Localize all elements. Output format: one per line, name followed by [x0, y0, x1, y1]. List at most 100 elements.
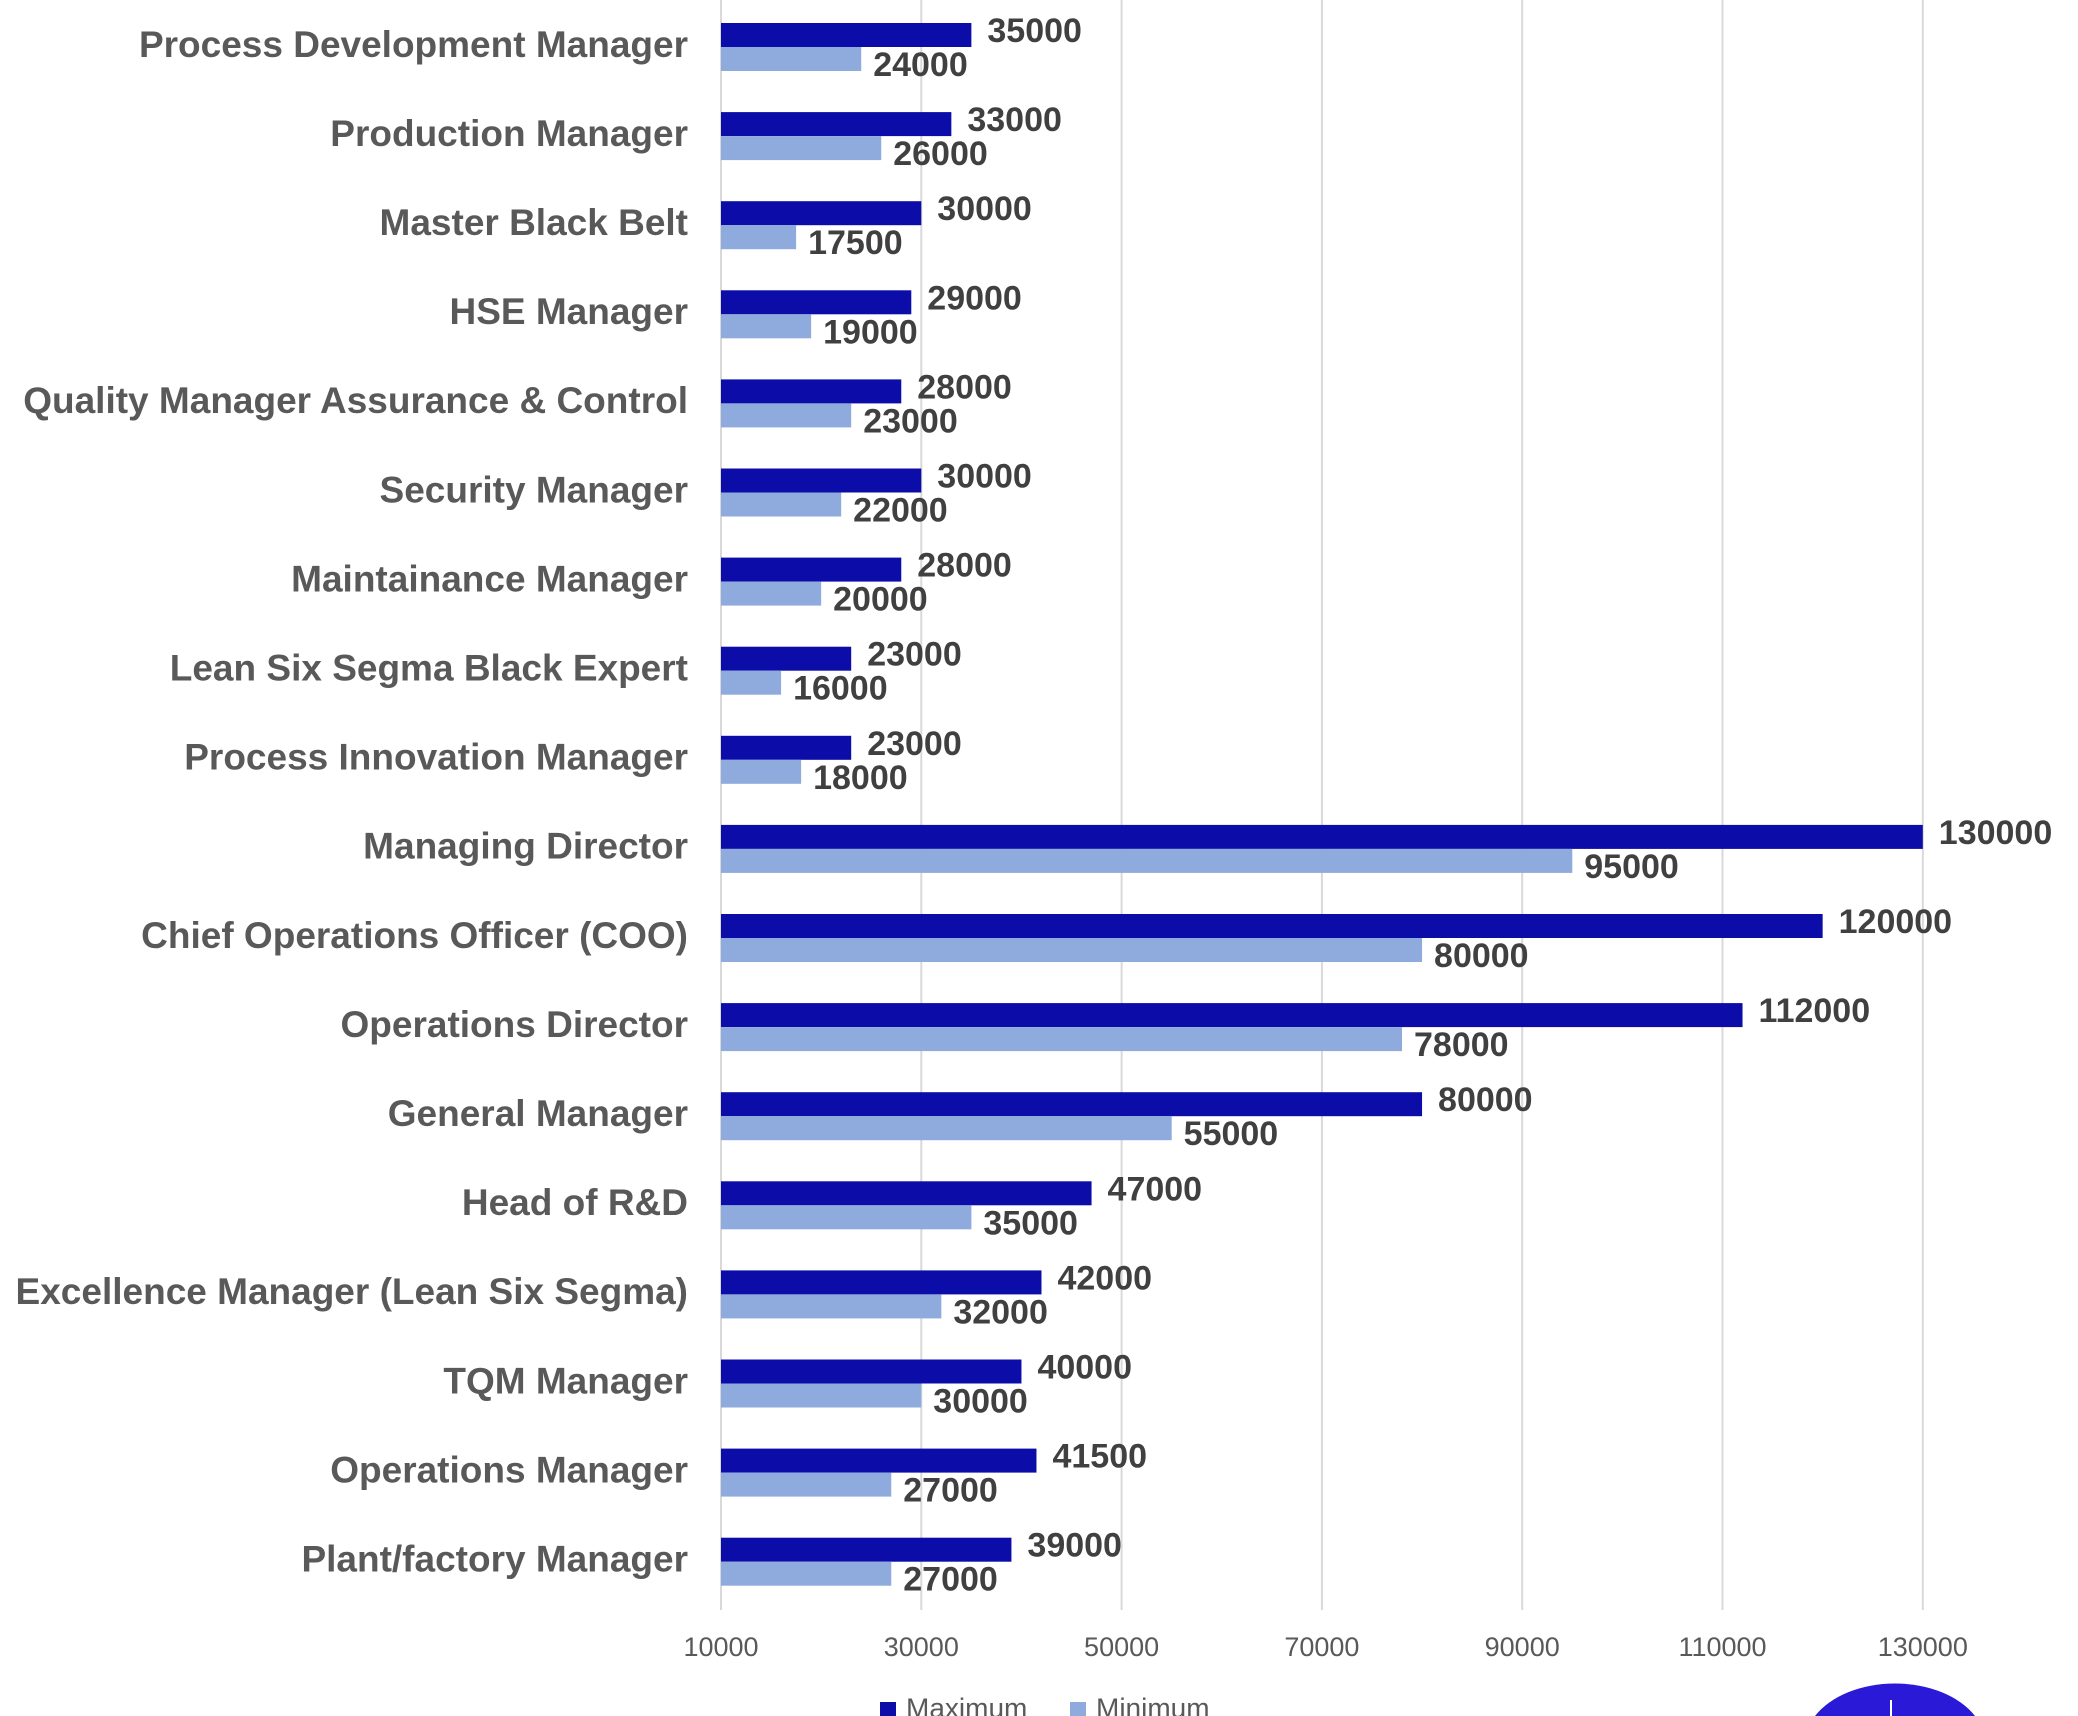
legend-label: Minimum: [1096, 1692, 1210, 1716]
bar: [721, 825, 1923, 849]
legend-swatch: [1070, 1702, 1086, 1716]
value-label: 30000: [937, 457, 1032, 495]
bar: [721, 1116, 1172, 1140]
bar: [721, 112, 951, 136]
category-label: Managing Director: [363, 826, 688, 867]
value-label: 42000: [1057, 1259, 1152, 1297]
value-label: 112000: [1759, 992, 1871, 1030]
value-label: 23000: [867, 636, 962, 674]
category-label: HSE Manager: [449, 291, 688, 332]
value-label: 27000: [903, 1561, 998, 1599]
category-label: Chief Operations Officer (COO): [141, 915, 688, 956]
value-label: 55000: [1184, 1115, 1279, 1153]
bar: [721, 1003, 1743, 1027]
bar: [721, 47, 861, 71]
x-tick-label: 10000: [683, 1632, 758, 1662]
x-tick-label: 50000: [1084, 1632, 1159, 1662]
category-label: Excellence Manager (Lean Six Segma): [16, 1271, 688, 1312]
value-label: 23000: [863, 402, 958, 440]
bar: [721, 290, 911, 314]
value-label: 130000: [1939, 814, 2052, 852]
bar: [721, 379, 901, 403]
category-label: Maintainance Manager: [291, 558, 688, 599]
value-label: 20000: [833, 581, 928, 619]
category-label: Head of R&D: [462, 1182, 688, 1223]
bar: [721, 1205, 971, 1229]
category-label: TQM Manager: [443, 1360, 688, 1401]
bar: [721, 23, 971, 47]
legend-label: Maximum: [906, 1692, 1027, 1716]
bar: [721, 1181, 1092, 1205]
value-label: 23000: [867, 725, 962, 763]
x-tick-label: 30000: [884, 1632, 959, 1662]
value-label: 80000: [1438, 1081, 1533, 1119]
category-label: Operations Director: [341, 1004, 688, 1045]
x-tick-label: 90000: [1485, 1632, 1560, 1662]
value-label: 16000: [793, 670, 888, 708]
value-label: 47000: [1108, 1170, 1203, 1208]
value-label: 35000: [983, 1204, 1078, 1242]
bar: [721, 647, 851, 671]
category-label: Lean Six Segma Black Expert: [170, 647, 688, 688]
value-label: 33000: [967, 101, 1062, 139]
bar: [721, 403, 851, 427]
value-label: 80000: [1434, 937, 1529, 975]
value-label: 29000: [927, 279, 1022, 317]
bar: [721, 849, 1572, 873]
bar: [721, 671, 781, 695]
chart: 10000 30000 50000 70000 90000 110000 130000 Pro…: [0, 0, 2078, 1716]
bar: [721, 1384, 921, 1408]
bar: [721, 1092, 1422, 1116]
legend-swatch: [880, 1702, 896, 1716]
bar: [721, 1538, 1011, 1562]
value-label: 35000: [987, 12, 1082, 50]
category-label: Process Innovation Manager: [184, 737, 688, 778]
category-label: Plant/factory Manager: [301, 1538, 688, 1579]
category-label: Quality Manager Assurance & Control: [23, 380, 688, 421]
category-label: Security Manager: [380, 469, 688, 510]
value-label: 26000: [893, 135, 988, 173]
value-label: 41500: [1052, 1438, 1147, 1476]
bar: [721, 1473, 891, 1497]
value-label: 32000: [953, 1293, 1048, 1331]
bar: [721, 225, 796, 249]
value-label: 18000: [813, 759, 908, 797]
bar: [721, 558, 901, 582]
bar: [721, 201, 921, 225]
category-label: Production Manager: [330, 113, 688, 154]
value-label: 30000: [937, 190, 1032, 228]
bar: [721, 1294, 941, 1318]
bar: [721, 469, 921, 493]
category-label: General Manager: [388, 1093, 688, 1134]
value-label: 28000: [917, 368, 1012, 406]
value-label: 40000: [1037, 1348, 1132, 1386]
bar: [721, 914, 1823, 938]
value-label: 27000: [903, 1472, 998, 1510]
bar: [721, 1270, 1041, 1294]
logo: [1815, 1683, 1975, 1716]
value-label: 78000: [1414, 1026, 1509, 1064]
x-tick-label: 130000: [1878, 1632, 1968, 1662]
x-tick-label: 110000: [1678, 1632, 1766, 1662]
bar: [721, 1449, 1036, 1473]
x-tick-label: 70000: [1284, 1632, 1359, 1662]
bar: [721, 582, 821, 606]
bar: [721, 1360, 1021, 1384]
category-label: Operations Manager: [330, 1449, 688, 1490]
bar: [721, 736, 851, 760]
category-label: Process Development Manager: [139, 24, 688, 65]
value-label: 22000: [853, 491, 948, 529]
value-label: 19000: [823, 313, 918, 351]
bar: [721, 493, 841, 517]
value-label: 95000: [1584, 848, 1679, 886]
bar: [721, 760, 801, 784]
bar: [721, 938, 1422, 962]
category-label: Master Black Belt: [380, 202, 688, 243]
bar: [721, 1562, 891, 1586]
value-label: 30000: [933, 1382, 1028, 1420]
value-label: 39000: [1027, 1527, 1122, 1565]
value-label: 24000: [873, 46, 968, 84]
value-label: 120000: [1839, 903, 1952, 941]
bar: [721, 314, 811, 338]
bar: [721, 136, 881, 160]
